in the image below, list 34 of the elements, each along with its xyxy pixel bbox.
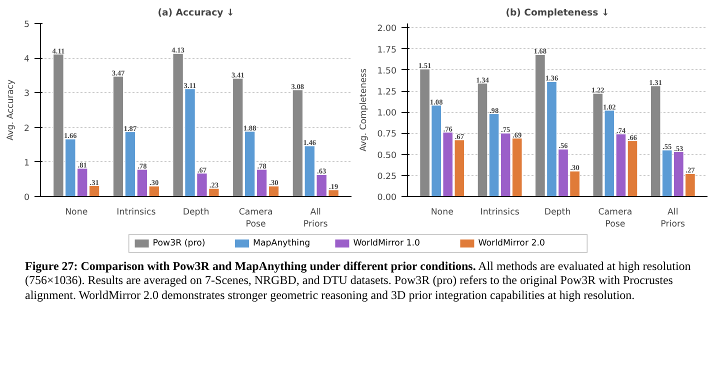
y-tick-label: 0.00	[377, 193, 397, 203]
x-tick-label: None	[65, 208, 88, 218]
y-tick-label: 4	[24, 54, 30, 65]
legend-label: WorldMirror 1.0	[353, 238, 420, 248]
y-tick-label: 0	[24, 193, 30, 203]
x-tick-label: None	[430, 208, 454, 218]
x-tick-label: All Priors	[660, 208, 686, 230]
x-tick-label: Camera Pose	[238, 208, 273, 230]
x-tick-label: Depth	[544, 208, 571, 218]
y-tick-label: 0.25	[377, 172, 397, 182]
x-tick-label: All Priors	[303, 208, 328, 230]
y-axis-title: Avg. Completeness	[359, 68, 370, 152]
x-tick-label: Intrinsics	[116, 208, 156, 218]
x-tick-label: Camera Pose	[598, 208, 632, 230]
chart-title: (b) Completeness ↓	[506, 8, 610, 18]
x-tick-label: Intrinsics	[480, 208, 520, 218]
y-tick-label: 0.50	[377, 150, 397, 161]
caption: Figure 27: Comparison with Pow3R and MapAnything under different prior conditions.	[25, 259, 476, 273]
y-tick-label: 1.50	[377, 66, 397, 76]
legend-label: MapAnything	[253, 238, 310, 248]
y-tick-label: 0.75	[377, 130, 397, 140]
y-tick-label: 3	[24, 89, 30, 100]
y-tick-label: 2	[24, 124, 30, 134]
y-tick-label: 1	[24, 158, 30, 168]
y-tick-label: 2.00	[377, 24, 397, 34]
x-tick-label: Depth	[182, 208, 210, 218]
y-axis-title: Avg. Accuracy	[6, 79, 16, 141]
y-tick-label: 5	[24, 20, 30, 30]
legend-label: WorldMirror 2.0	[478, 238, 546, 248]
y-tick-label: 1.25	[377, 88, 397, 98]
legend-label: Pow3R (pro)	[152, 238, 206, 248]
y-tick-label: 1.00	[377, 108, 397, 119]
chart-title: (a) Accuracy ↓	[158, 8, 234, 18]
y-tick-label: 1.75	[377, 45, 397, 56]
